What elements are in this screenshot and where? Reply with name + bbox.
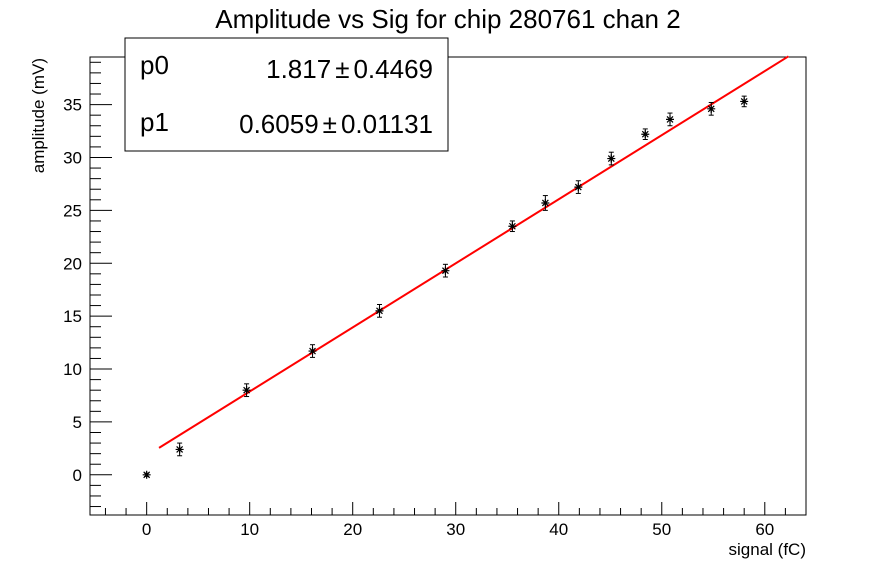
fit-line [158,55,790,449]
axis-layer: 0 10 20 30 40 50 60 0 5 10 15 20 25 30 35 [63,61,807,539]
stats-error-p0: 0.4469 [353,54,433,84]
star-marker [574,183,583,192]
stats-box: p0 p1 1.817 ±0.4469 0.6059 ±0.01131 [124,37,449,152]
x-axis-label: signal (fC) [729,540,806,559]
data-point [574,180,583,194]
y-tick-label: 20 [63,254,82,273]
star-marker [441,266,450,275]
stats-param-value-p1: 0.6059 ±0.01131 [239,109,433,139]
y-tick-label: 30 [63,148,82,167]
star-marker [740,97,749,106]
y-axis-label: amplitude (mV) [29,58,48,173]
data-point [541,195,550,211]
points-layer [142,95,749,479]
stats-pm-p1: ± [323,109,337,139]
y-tick-label: 35 [63,96,82,115]
fit-layer [158,55,790,449]
title-layer: Amplitude vs Sig for chip 280761 chan 2 [215,4,680,34]
stats-value-p0: 1.817 [266,54,331,84]
y-tick-label: 15 [63,307,82,326]
x-tick-label: 10 [240,520,259,539]
star-marker [142,470,151,479]
stats-error-p1: 0.01131 [341,109,433,139]
stats-param-name-p1: p1 [140,107,169,137]
axis-label-layer: signal (fC) amplitude (mV) [29,58,806,559]
star-marker [175,445,184,454]
y-tick-label: 0 [73,466,82,485]
chart-title: Amplitude vs Sig for chip 280761 chan 2 [215,4,680,34]
data-point [607,151,616,166]
x-tick-label: 50 [652,520,671,539]
data-point [666,112,675,127]
star-marker [375,306,384,315]
x-tick-label: 40 [549,520,568,539]
y-tick-label: 10 [63,360,82,379]
stats-param-value-p0: 1.817 ±0.4469 [266,54,433,84]
star-marker [607,154,616,163]
star-marker [242,386,251,395]
star-marker [508,222,517,231]
data-point [375,304,384,318]
data-point [441,263,450,278]
star-marker [707,104,716,113]
star-marker [666,115,675,124]
star-marker [541,198,550,207]
data-point [508,220,517,233]
data-point [740,95,749,108]
x-tick-label: 30 [446,520,465,539]
x-tick-label: 60 [755,520,774,539]
star-marker [308,347,317,356]
star-marker [641,130,650,139]
data-point [142,470,151,479]
stats-value-p1: 0.6059 [239,109,319,139]
y-tick-label: 5 [73,413,82,432]
data-point [175,442,184,457]
stats-param-name-p0: p0 [140,50,169,80]
data-point [308,344,317,358]
data-point [707,101,716,116]
x-tick-label: 20 [343,520,362,539]
data-point [641,128,650,141]
x-tick-label: 0 [142,520,151,539]
stats-pm-p0: ± [335,54,349,84]
stats-box-frame [124,37,449,152]
data-point [242,383,251,398]
y-tick-label: 25 [63,201,82,220]
